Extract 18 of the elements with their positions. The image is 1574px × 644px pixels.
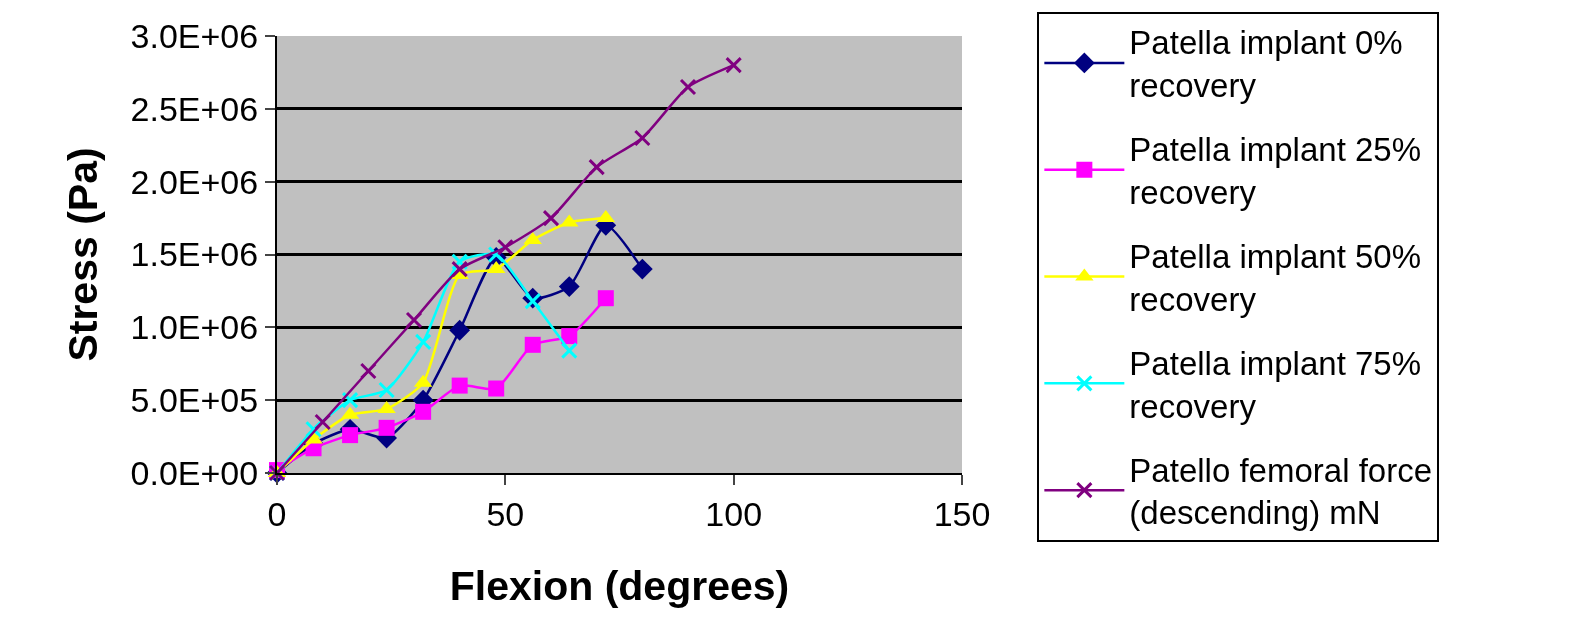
y-tick-label: 1.5E+06 [130,235,259,274]
legend-label: Patella implant 75% recovery [1129,344,1422,425]
y-tick-label: 3.0E+06 [130,16,259,55]
legend-label: Patella implant 50% recovery [1129,237,1422,318]
legend-label: Patella implant 25% recovery [1129,131,1422,212]
legend-label: Patella implant 0% recovery [1129,24,1403,105]
x-tick-label: 150 [933,494,991,533]
x-tick-label: 50 [486,494,525,533]
x-tick-label: 0 [267,494,287,533]
y-tick-label: 5.0E+05 [130,381,259,420]
x-axis-title: Flexion (degrees) [449,563,790,610]
legend-label: Patello femoral force (descending) mN [1129,451,1432,532]
y-tick-label: 2.5E+06 [130,89,259,128]
y-tick-label: 0.0E+00 [130,453,259,492]
y-tick-label: 1.0E+06 [130,308,259,347]
y-tick-label: 2.0E+06 [130,162,259,201]
y-axis-title: Stress (Pa) [60,147,107,362]
x-tick-label: 100 [705,494,763,533]
